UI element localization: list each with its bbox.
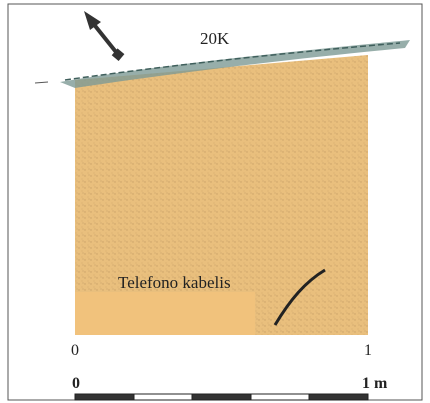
soil-layer xyxy=(75,55,368,335)
scale-start: 0 xyxy=(72,375,80,392)
turf-line xyxy=(64,42,401,81)
turf-tick xyxy=(34,81,49,84)
scale-end: 1 m xyxy=(362,375,388,392)
arrow-head xyxy=(84,11,101,30)
cable-label: Telefono kabelis xyxy=(118,273,231,292)
axis-end: 1 xyxy=(364,342,372,359)
turf xyxy=(60,40,410,88)
cable xyxy=(273,268,326,326)
arrow-tail xyxy=(111,48,125,62)
lower-layer xyxy=(75,292,255,335)
section-label: 20K xyxy=(200,29,230,48)
scale-bar xyxy=(74,393,369,401)
axis-start: 0 xyxy=(71,342,79,359)
